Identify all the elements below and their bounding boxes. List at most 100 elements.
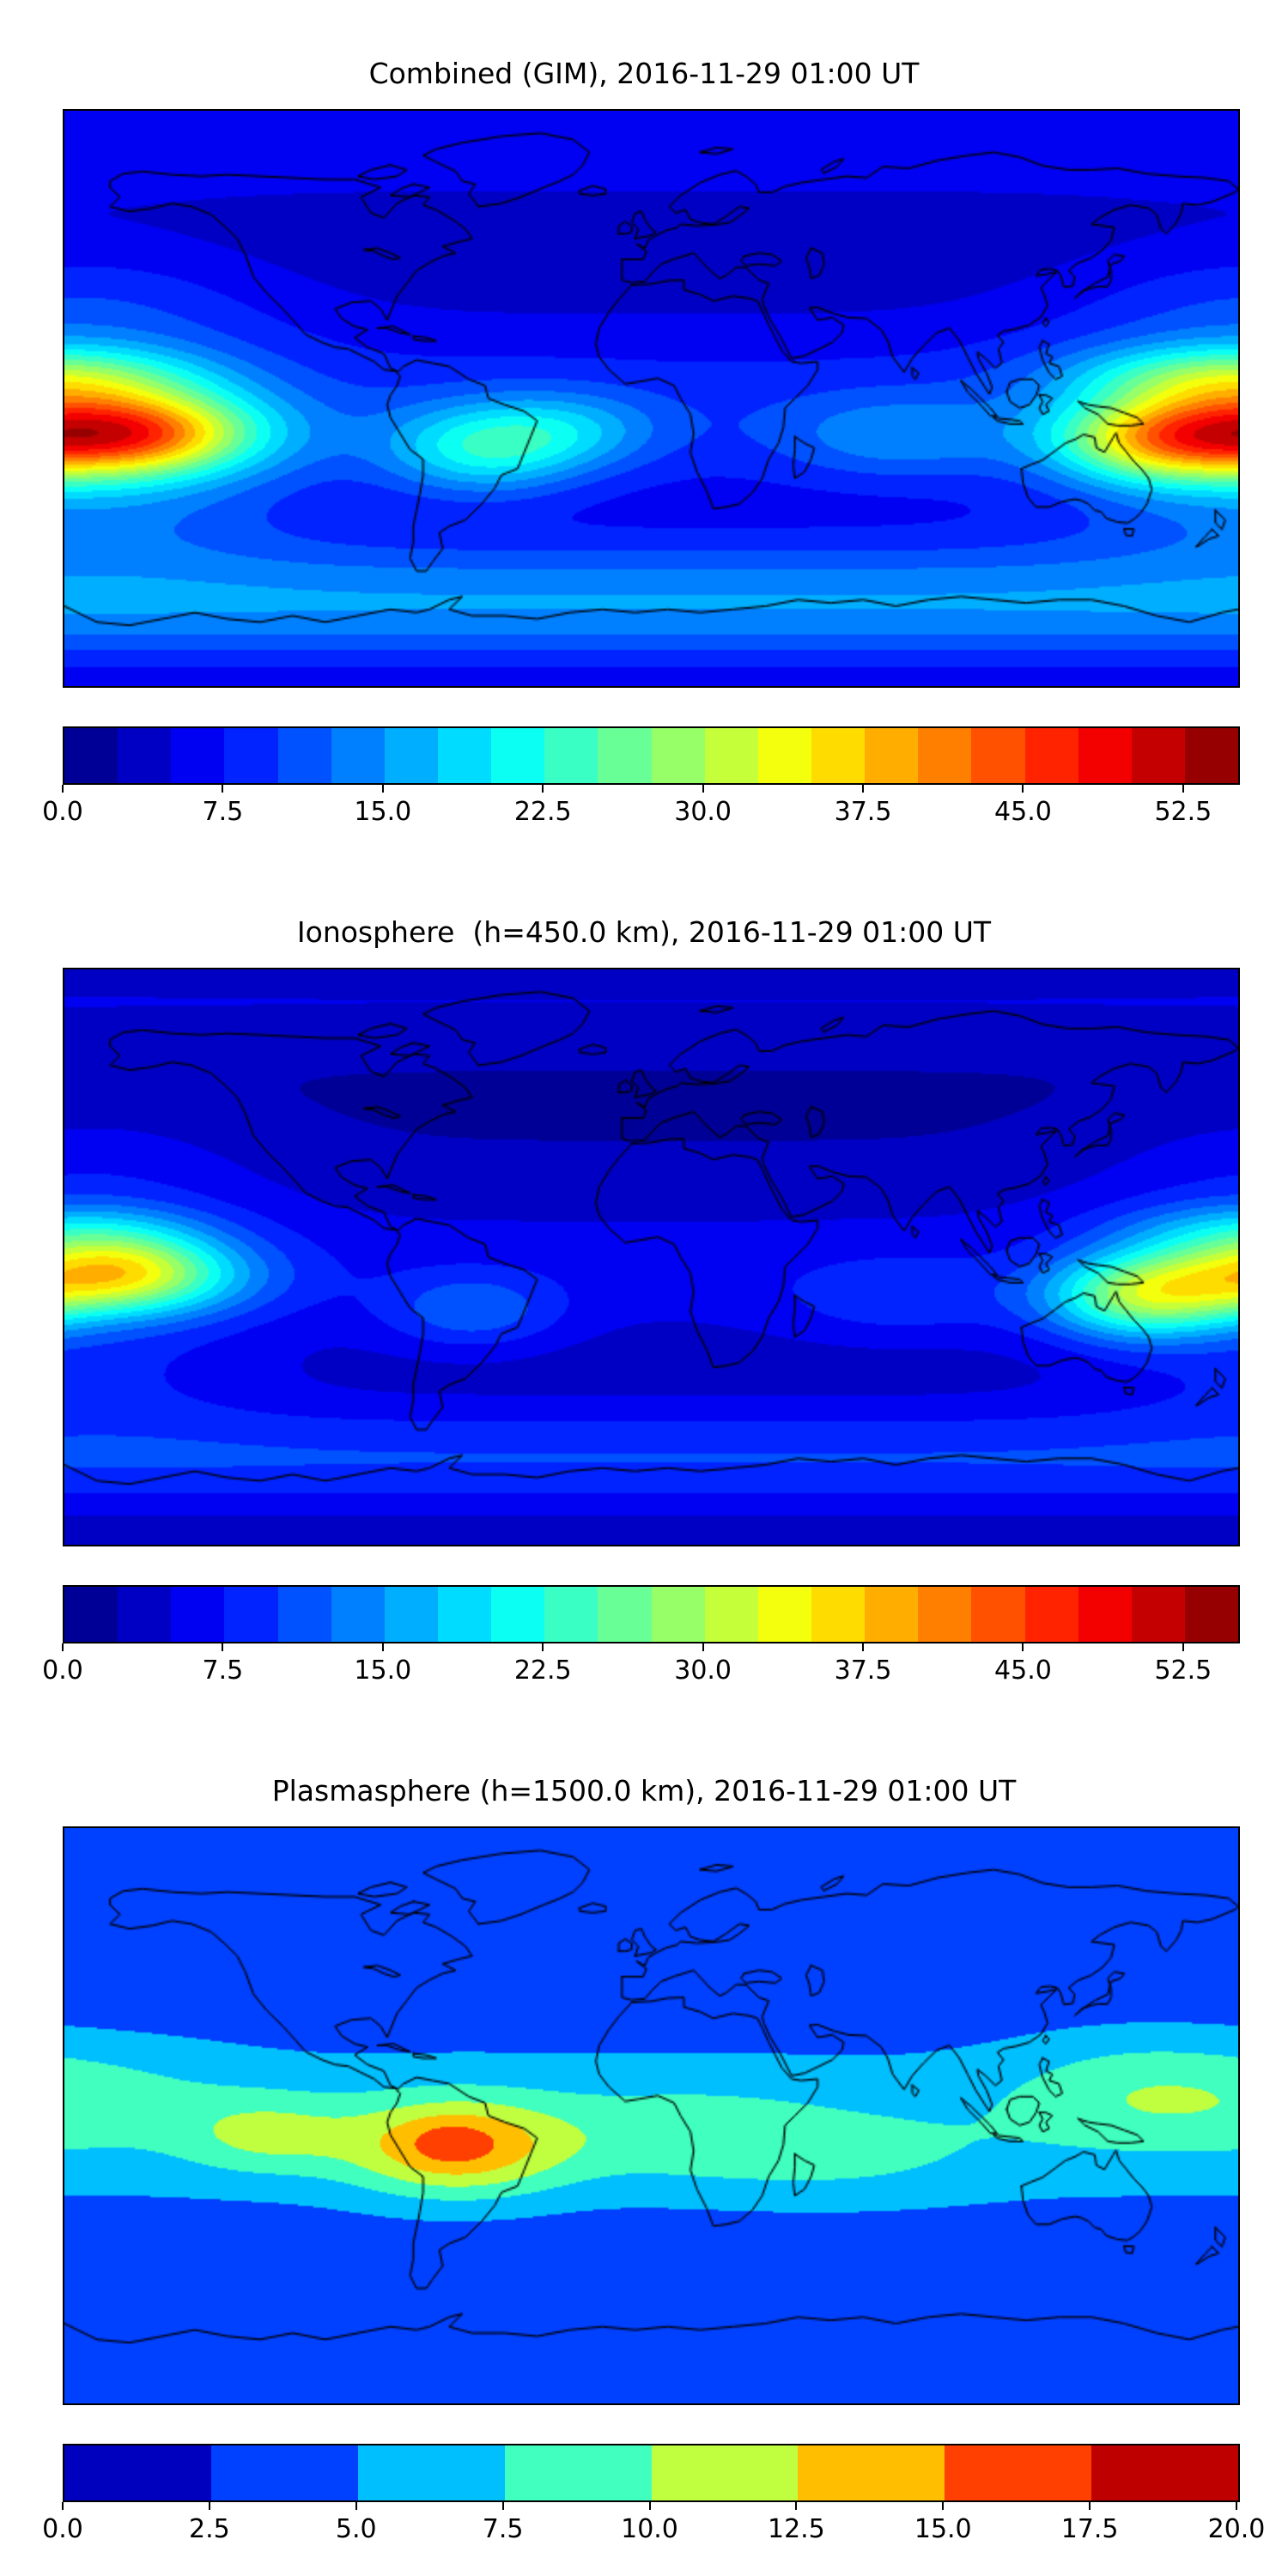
colorbar-tick-label: 15.0 xyxy=(354,797,412,827)
colorbar-tick-label: 7.5 xyxy=(202,797,244,827)
colorbar-segment xyxy=(704,728,758,783)
colorbar-segment xyxy=(811,1587,866,1642)
colorbar-segment xyxy=(798,2445,945,2500)
colorbar-plasmasphere xyxy=(64,2445,1238,2500)
map-frame-ionosphere xyxy=(63,968,1240,1546)
colorbar-tick-mark xyxy=(355,2502,357,2510)
colorbar-segment xyxy=(118,1587,172,1642)
colorbar-segment xyxy=(971,1587,1025,1642)
colorbar-segment xyxy=(224,728,278,783)
world-tec-map-canvas-ionosphere xyxy=(64,969,1238,1545)
colorbar-segment xyxy=(945,2445,1092,2500)
colorbar-tick-label: 0.0 xyxy=(42,797,83,827)
colorbar-tick-label: 0.0 xyxy=(42,2514,83,2544)
colorbar-tick-label: 15.0 xyxy=(914,2514,972,2544)
colorbar-segment xyxy=(491,728,545,783)
colorbar-segment xyxy=(598,728,652,783)
colorbar-tick-mark xyxy=(702,1643,704,1651)
colorbar-tick-label: 12.5 xyxy=(767,2514,825,2544)
colorbar-tick-mark xyxy=(222,785,224,793)
colorbar-ionosphere xyxy=(64,1587,1239,1642)
colorbar-segment xyxy=(118,728,172,783)
colorbar-segment xyxy=(64,1587,118,1642)
colorbar-segment xyxy=(504,2445,652,2500)
colorbar-segment xyxy=(598,1587,652,1642)
colorbar-tick-mark xyxy=(208,2502,210,2510)
world-tec-map-canvas-plasmasphere xyxy=(64,1828,1238,2403)
colorbar-tick-label: 15.0 xyxy=(354,1656,412,1686)
colorbar-tick-mark xyxy=(381,1643,384,1651)
colorbar-segment xyxy=(277,728,331,783)
colorbar-tick-mark xyxy=(702,785,704,793)
colorbar-tick-mark xyxy=(862,785,865,793)
colorbar-segment xyxy=(437,728,492,783)
colorbar-segment xyxy=(651,2445,799,2500)
colorbar-tick-mark xyxy=(62,785,64,793)
colorbar-segment xyxy=(651,728,705,783)
colorbar-segment xyxy=(704,1587,758,1642)
colorbar-tick-mark xyxy=(542,1643,544,1651)
colorbar-segment xyxy=(357,2445,505,2500)
panel-title-combined: Combined (GIM), 2016-11-29 01:00 UT xyxy=(368,57,920,90)
colorbar-tick-label: 17.5 xyxy=(1060,2514,1119,2544)
colorbar-ticks-plasmasphere: 0.0 2.5 5.0 7.5 10.0 12.5 15.0 17.5 20.0 xyxy=(42,2502,1265,2554)
colorbar-segment xyxy=(1184,1587,1239,1642)
colorbar-segment xyxy=(1184,728,1239,783)
colorbar-segment xyxy=(1091,2445,1238,2500)
colorbar-tick-mark xyxy=(381,785,384,793)
colorbar-segment xyxy=(64,728,118,783)
colorbar-segment xyxy=(918,728,972,783)
colorbar-segment xyxy=(171,728,225,783)
colorbar-frame-plasmasphere xyxy=(63,2444,1240,2502)
colorbar-tick-label: 0.0 xyxy=(42,1656,83,1686)
colorbar-tick-mark xyxy=(648,2502,651,2510)
colorbar-segment xyxy=(1078,728,1132,783)
colorbar-segment xyxy=(171,1587,225,1642)
colorbar-frame-ionosphere xyxy=(63,1585,1240,1643)
colorbar-segment xyxy=(971,728,1025,783)
colorbar-tick-label: 30.0 xyxy=(674,1656,732,1686)
colorbar-tick-mark xyxy=(62,1643,64,1651)
colorbar-segment xyxy=(64,2445,211,2500)
colorbar-segment xyxy=(1131,1587,1185,1642)
colorbar-segment xyxy=(224,1587,278,1642)
colorbar-segment xyxy=(918,1587,972,1642)
colorbar-tick-mark xyxy=(942,2502,945,2510)
colorbar-frame-combined xyxy=(63,726,1240,785)
colorbar-tick-label: 7.5 xyxy=(202,1656,244,1686)
colorbar-tick-mark xyxy=(222,1643,224,1651)
colorbar-segment xyxy=(491,1587,545,1642)
world-tec-map-canvas-combined xyxy=(64,111,1238,686)
colorbar-tick-label: 45.0 xyxy=(994,1656,1052,1686)
panel-combined-gim: Combined (GIM), 2016-11-29 01:00 UT 0.0 7… xyxy=(0,0,1288,859)
colorbar-segment xyxy=(757,1587,811,1642)
colorbar-tick-label: 22.5 xyxy=(513,1656,572,1686)
colorbar-segment xyxy=(331,1587,385,1642)
colorbar-segment xyxy=(210,2445,358,2500)
colorbar-tick-label: 37.5 xyxy=(834,1656,892,1686)
panel-ionosphere: Ionosphere (h=450.0 km), 2016-11-29 01:0… xyxy=(0,859,1288,1717)
colorbar-segment xyxy=(1024,1587,1078,1642)
colorbar-tick-label: 37.5 xyxy=(834,797,892,827)
colorbar-tick-label: 2.5 xyxy=(189,2514,230,2544)
colorbar-tick-label: 52.5 xyxy=(1154,797,1212,827)
colorbar-segment xyxy=(384,728,438,783)
colorbar-tick-mark xyxy=(62,2502,64,2510)
colorbar-segment xyxy=(651,1587,705,1642)
colorbar-ticks-ionosphere: 0.0 7.5 15.0 22.5 30.0 37.5 45.0 52.5 xyxy=(42,1643,1236,1695)
colorbar-segment xyxy=(1131,728,1185,783)
colorbar-tick-mark xyxy=(862,1643,865,1651)
colorbar-segment xyxy=(437,1587,492,1642)
panel-title-ionosphere: Ionosphere (h=450.0 km), 2016-11-29 01:0… xyxy=(296,915,992,949)
colorbar-segment xyxy=(331,728,385,783)
colorbar-combined xyxy=(64,728,1239,783)
colorbar-tick-mark xyxy=(1182,785,1184,793)
colorbar-tick-mark xyxy=(795,2502,798,2510)
map-frame-combined xyxy=(63,109,1240,688)
colorbar-tick-mark xyxy=(501,2502,504,2510)
colorbar-tick-label: 45.0 xyxy=(994,797,1052,827)
colorbar-tick-mark xyxy=(1182,1643,1184,1651)
colorbar-tick-mark xyxy=(1236,2502,1237,2510)
